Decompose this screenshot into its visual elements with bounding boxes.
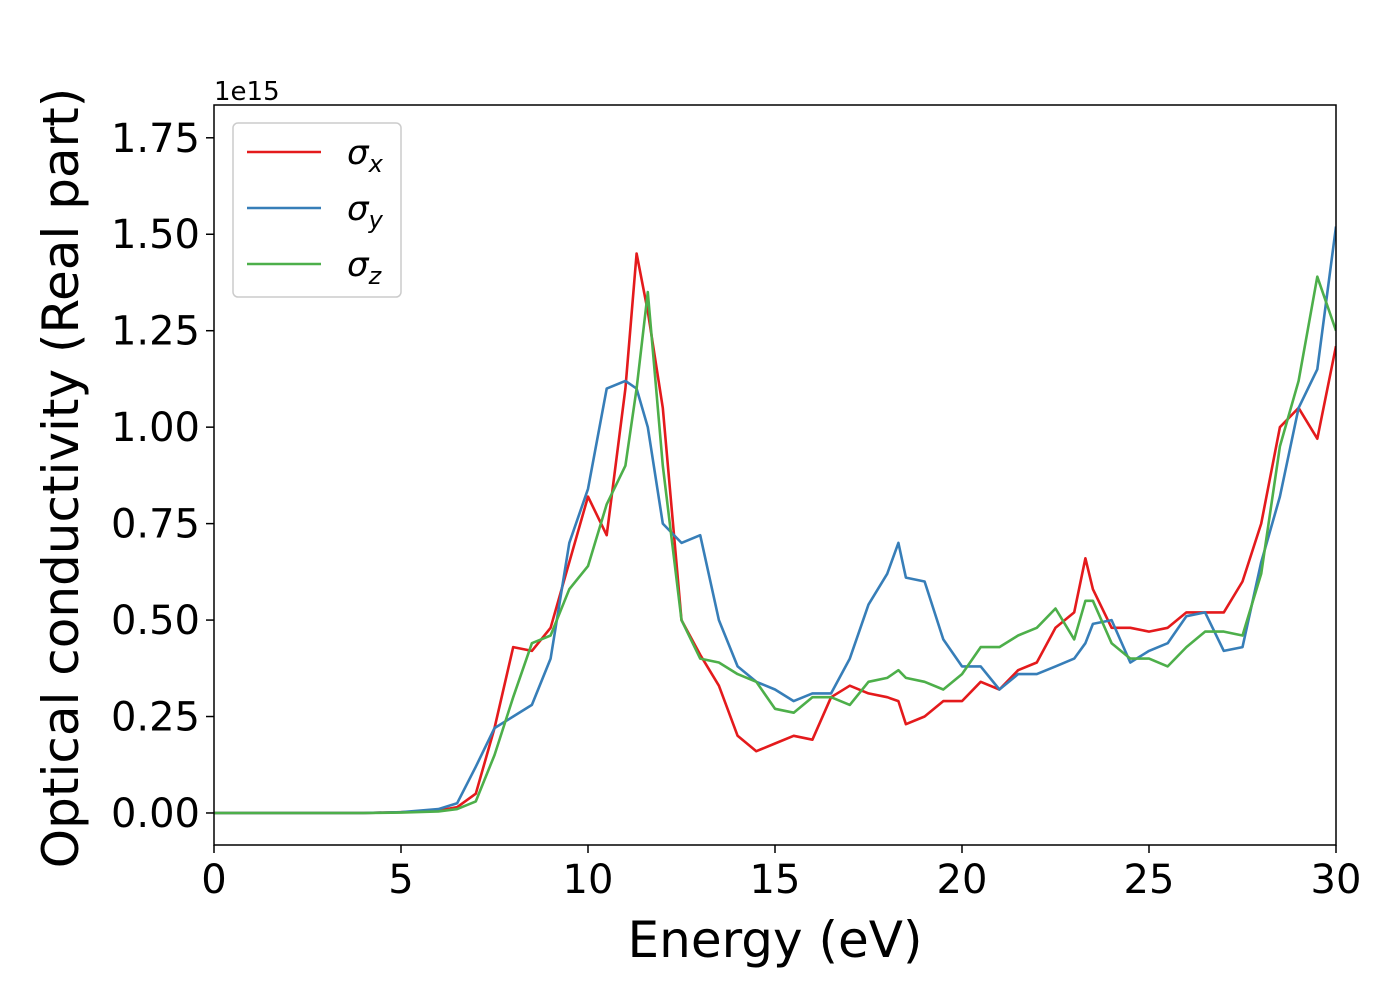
legend-label: σy xyxy=(347,189,384,234)
y-tick-label: 0.00 xyxy=(111,791,200,837)
y-tick-label: 0.50 xyxy=(111,598,200,644)
legend-label: σz xyxy=(347,245,383,290)
y-axis-label: Optical conductivity (Real part) xyxy=(32,88,90,869)
y-tick-label: 1.25 xyxy=(111,309,200,355)
y-tick-label: 0.25 xyxy=(111,695,200,741)
x-tick-label: 15 xyxy=(750,857,801,903)
x-tick-label: 30 xyxy=(1311,857,1362,903)
y-tick-label: 1.00 xyxy=(111,405,200,451)
legend: σx σy σz xyxy=(232,122,402,298)
series-line xyxy=(214,226,1336,815)
x-tick-label: 20 xyxy=(937,857,988,903)
plot-frame xyxy=(213,104,1337,846)
series-line xyxy=(214,275,1336,815)
x-tick-label: 0 xyxy=(201,857,226,903)
y-offset-label: 1e15 xyxy=(214,77,280,107)
x-tick-label: 5 xyxy=(388,857,413,903)
legend-label: σx xyxy=(347,133,384,178)
x-tick-label: 25 xyxy=(1124,857,1175,903)
x-tick-label: 10 xyxy=(563,857,614,903)
y-tick-label: 1.75 xyxy=(111,116,200,162)
legend-box xyxy=(232,122,402,298)
y-tick-label: 1.50 xyxy=(111,212,200,258)
y-tick-label: 0.75 xyxy=(111,502,200,548)
x-axis-label: Energy (eV) xyxy=(628,911,923,969)
series-line xyxy=(214,252,1336,815)
